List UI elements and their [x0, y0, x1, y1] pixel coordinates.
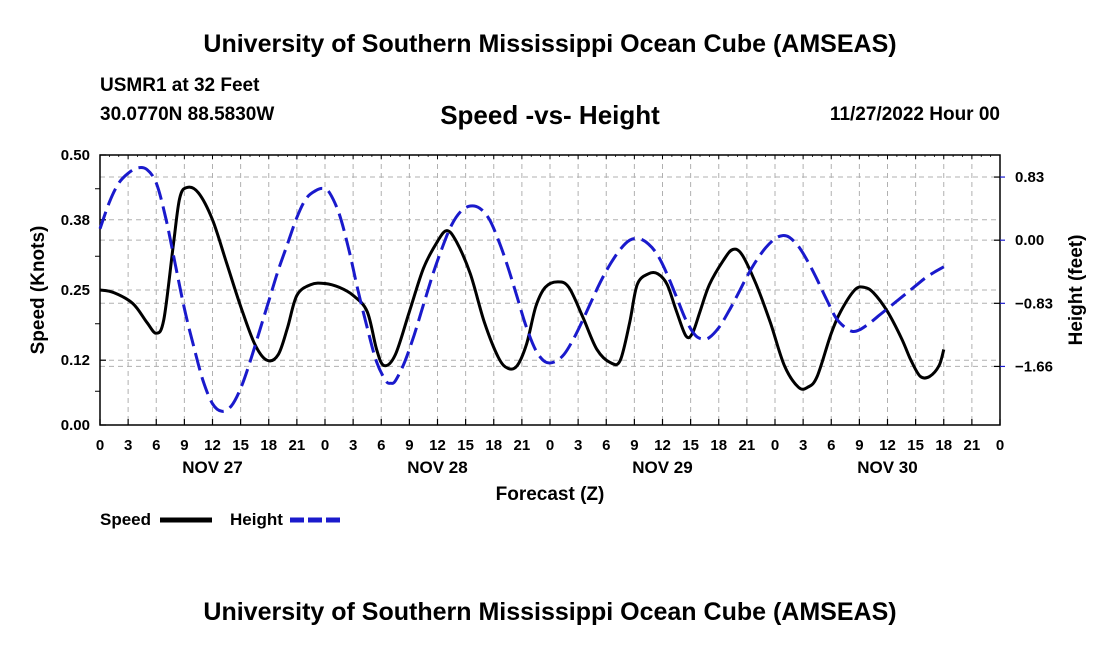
x-tick-label: 9 — [630, 437, 638, 454]
x-tick-label: 18 — [935, 437, 952, 454]
series-lines — [98, 165, 946, 413]
x-tick-label: 18 — [710, 437, 727, 454]
y-right-tick-label: −0.83 — [1015, 295, 1053, 312]
x-tick-label: 9 — [180, 437, 188, 454]
date-label: NOV 30 — [857, 458, 917, 477]
x-tick-label: 3 — [124, 437, 132, 454]
x-tick-label: 3 — [799, 437, 807, 454]
chart-subtitle: Speed -vs- Height — [440, 100, 660, 130]
x-tick-label: 15 — [457, 437, 474, 454]
y-left-tick-label: 0.50 — [61, 147, 90, 164]
axis-ticks: 0 3 6 9 12 15 18 21 0 3 6 9 12 15 18 21 0 3 6 9 12 15 18 21 0 3 6 9… — [61, 147, 1053, 477]
x-tick-label: 18 — [485, 437, 502, 454]
x-tick-label: 21 — [289, 437, 306, 454]
x-tick-label: 12 — [204, 437, 221, 454]
forecast-datetime: 11/27/2022 Hour 00 — [829, 104, 1000, 125]
chart-title: University of Southern Mississippi Ocean… — [203, 30, 897, 58]
x-tick-label: 21 — [739, 437, 756, 454]
y-left-tick-label: 0.25 — [61, 282, 90, 299]
x-tick-label: 9 — [855, 437, 863, 454]
x-tick-label: 12 — [654, 437, 671, 454]
y-left-tick-label: 0.12 — [61, 352, 90, 369]
x-tick-label: 0 — [96, 437, 104, 454]
x-tick-label: 15 — [232, 437, 249, 454]
x-tick-label: 12 — [429, 437, 446, 454]
x-tick-label: 0 — [321, 437, 329, 454]
x-tick-label: 3 — [574, 437, 582, 454]
x-tick-label: 0 — [771, 437, 779, 454]
series-line-speed — [99, 185, 946, 391]
x-tick-label: 21 — [514, 437, 531, 454]
y-right-tick-label: −1.66 — [1015, 358, 1053, 375]
y-left-tick-label: 0.00 — [61, 417, 90, 434]
legend: Speed Height — [100, 510, 342, 529]
date-label: NOV 29 — [632, 458, 692, 477]
y-right-tick-label: 0.83 — [1015, 169, 1044, 186]
x-tick-label: 0 — [996, 437, 1004, 454]
date-label: NOV 28 — [407, 458, 467, 477]
legend-label-speed: Speed — [100, 510, 151, 529]
date-label: NOV 27 — [182, 458, 242, 477]
x-tick-label: 6 — [602, 437, 610, 454]
series-line-height — [98, 165, 945, 413]
y-right-tick-label: 0.00 — [1015, 232, 1044, 249]
x-tick-label: 3 — [349, 437, 357, 454]
x-tick-label: 15 — [907, 437, 924, 454]
x-tick-label: 6 — [152, 437, 160, 454]
x-tick-label: 9 — [405, 437, 413, 454]
chart-title-bottom: University of Southern Mississippi Ocean… — [203, 598, 897, 626]
x-tick-label: 21 — [964, 437, 981, 454]
y-left-tick-label: 0.38 — [61, 212, 90, 229]
x-tick-label: 18 — [260, 437, 277, 454]
x-tick-label: 6 — [827, 437, 835, 454]
y-axis-label-left: Speed (Knots) — [28, 226, 49, 355]
x-axis-label: Forecast (Z) — [496, 484, 605, 505]
coordinates-label: 30.0770N 88.5830W — [100, 104, 275, 125]
x-tick-label: 12 — [879, 437, 896, 454]
station-label: USMR1 at 32 Feet — [100, 75, 260, 96]
legend-label-height: Height — [230, 510, 283, 529]
grid-lines — [100, 155, 1000, 425]
x-tick-label: 15 — [682, 437, 699, 454]
x-tick-label: 6 — [377, 437, 385, 454]
x-tick-label: 0 — [546, 437, 554, 454]
y-axis-label-right: Height (feet) — [1066, 235, 1087, 346]
